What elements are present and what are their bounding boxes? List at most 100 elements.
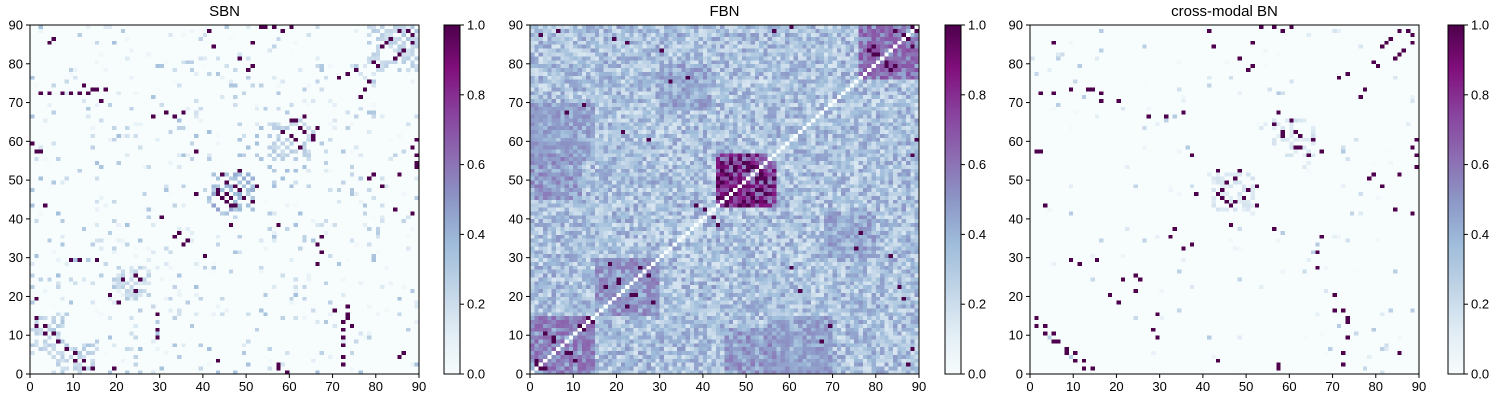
heatmap-cell xyxy=(341,165,346,169)
heatmap-cell xyxy=(186,316,191,320)
heatmap-cell xyxy=(168,362,173,366)
heatmap-cell xyxy=(397,188,402,192)
heatmap-cell xyxy=(276,262,281,266)
heatmap-cell xyxy=(298,347,303,351)
heatmap-cell xyxy=(155,324,160,328)
heatmap-cell xyxy=(220,234,225,238)
heatmap-cell xyxy=(380,234,385,238)
heatmap-cell xyxy=(268,196,273,200)
heatmap-cell xyxy=(410,180,415,184)
heatmap-cell xyxy=(190,246,195,250)
heatmap-cell xyxy=(289,184,294,188)
heatmap-cell xyxy=(138,211,143,215)
heatmap-cell xyxy=(181,215,186,219)
heatmap-cell xyxy=(272,347,277,351)
heatmap-cell xyxy=(186,358,191,362)
heatmap-cell xyxy=(173,157,178,161)
heatmap-cell xyxy=(194,273,199,277)
heatmap-cell xyxy=(181,184,186,188)
heatmap-cell xyxy=(134,258,139,262)
heatmap-cell xyxy=(155,227,160,231)
heatmap-cell xyxy=(39,258,44,262)
heatmap-cell xyxy=(324,203,329,207)
heatmap-cell xyxy=(99,362,104,366)
heatmap-cell xyxy=(108,254,113,258)
heatmap-cell xyxy=(259,265,264,269)
heatmap-cell xyxy=(237,335,242,339)
heatmap-cell xyxy=(358,316,363,320)
heatmap-cell xyxy=(30,219,35,223)
heatmap-cell xyxy=(121,165,126,169)
heatmap-cell xyxy=(333,180,338,184)
heatmap-cell xyxy=(129,207,134,211)
heatmap-cell xyxy=(190,304,195,308)
heatmap-cell xyxy=(393,262,398,266)
heatmap-cell xyxy=(103,366,108,370)
heatmap-cell xyxy=(190,207,195,211)
heatmap-cell xyxy=(173,168,178,172)
heatmap-cell xyxy=(324,324,329,328)
heatmap-cell xyxy=(259,355,264,359)
heatmap-cell xyxy=(259,246,264,250)
heatmap-cell xyxy=(376,289,381,293)
heatmap-cell xyxy=(60,254,65,258)
heatmap-cell xyxy=(324,161,329,165)
heatmap-cell xyxy=(30,211,35,215)
heatmap-cell xyxy=(129,227,134,231)
heatmap-cell xyxy=(39,285,44,289)
heatmap-cell xyxy=(151,296,156,300)
heatmap-cell xyxy=(242,168,247,172)
heatmap-cell xyxy=(164,180,169,184)
heatmap-cell xyxy=(147,227,152,231)
heatmap-cell xyxy=(56,358,61,362)
heatmap-cell xyxy=(380,296,385,300)
heatmap-cell xyxy=(402,192,407,196)
heatmap-cell xyxy=(125,223,130,227)
heatmap-cell xyxy=(307,176,312,180)
heatmap-cell xyxy=(134,180,139,184)
heatmap-cell xyxy=(56,335,61,339)
heatmap-cell xyxy=(82,157,87,161)
heatmap-cell xyxy=(311,324,316,328)
heatmap-cell xyxy=(108,262,113,266)
heatmap-cell xyxy=(358,238,363,242)
heatmap-cell xyxy=(393,304,398,308)
heatmap-cell xyxy=(289,312,294,316)
heatmap-cell xyxy=(389,168,394,172)
heatmap-cell xyxy=(164,347,169,351)
heatmap-cell xyxy=(250,331,255,335)
heatmap-cell xyxy=(103,324,108,328)
heatmap-cell xyxy=(138,281,143,285)
heatmap-cell xyxy=(207,331,212,335)
heatmap-cell xyxy=(225,293,230,297)
heatmap-cell xyxy=(220,200,225,204)
heatmap-cell xyxy=(112,192,117,196)
heatmap-cell xyxy=(52,258,57,262)
heatmap-cell xyxy=(272,203,277,207)
heatmap-cell xyxy=(367,238,372,242)
heatmap-cell xyxy=(220,254,225,258)
heatmap-cell xyxy=(134,277,139,281)
heatmap-cell xyxy=(358,269,363,273)
heatmap-cell xyxy=(328,362,333,366)
heatmap-cell xyxy=(371,192,376,196)
heatmap-cell xyxy=(52,262,57,266)
heatmap-cell xyxy=(346,351,351,355)
heatmap-cell xyxy=(237,285,242,289)
heatmap-cell xyxy=(225,300,230,304)
heatmap-cell xyxy=(320,355,325,359)
heatmap-cell xyxy=(207,358,212,362)
heatmap-cell xyxy=(194,351,199,355)
heatmap-cell xyxy=(60,358,65,362)
heatmap-cell xyxy=(389,231,394,235)
heatmap-cell xyxy=(173,211,178,215)
heatmap-cell xyxy=(354,285,359,289)
heatmap-cell xyxy=(324,316,329,320)
heatmap-cell xyxy=(384,339,389,343)
heatmap-cell xyxy=(263,231,268,235)
heatmap-cell xyxy=(39,358,44,362)
heatmap-cell xyxy=(186,327,191,331)
heatmap-cell xyxy=(86,203,91,207)
heatmap-cell xyxy=(237,227,242,231)
heatmap-cell xyxy=(346,339,351,343)
